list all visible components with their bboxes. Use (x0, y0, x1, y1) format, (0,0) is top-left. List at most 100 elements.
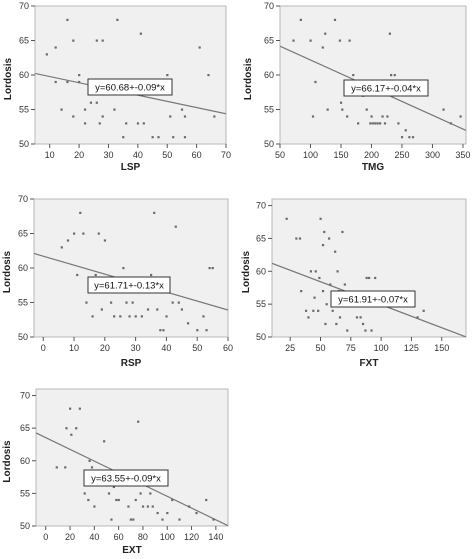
data-point (119, 315, 122, 318)
x-tick-label: 20 (74, 150, 84, 160)
equation-label: y=60.68+-0.09*x (95, 83, 165, 94)
data-point (374, 122, 377, 125)
y-tick-label: 60 (20, 456, 30, 466)
data-point (369, 122, 372, 125)
x-axis-title: RSP (121, 358, 142, 369)
data-point (174, 225, 177, 228)
data-point (312, 309, 315, 312)
x-tick-label: 40 (89, 532, 99, 542)
data-point (172, 136, 175, 139)
data-point (103, 239, 107, 242)
equation-label: y=61.71+-0.13*x (94, 281, 164, 292)
x-tick-label: 50 (162, 150, 172, 160)
x-tick-label: 100 (374, 343, 389, 353)
x-tick-label: 80 (138, 532, 148, 542)
data-point (55, 466, 58, 469)
y-tick-label: 65 (20, 423, 30, 433)
y-tick-label: 55 (264, 105, 274, 115)
data-point (365, 276, 368, 280)
data-point (161, 518, 164, 521)
equation-label: y=63.55+-0.09*x (91, 474, 161, 485)
x-tick-label: 100 (160, 532, 175, 542)
data-point (314, 80, 317, 84)
data-point (171, 301, 174, 304)
data-point (122, 267, 125, 270)
chart-panel-4: 50 55 60 65 70 25 50 75 100 125 150 FXT Lordosis y=61… (241, 198, 467, 369)
data-point (321, 46, 324, 49)
x-tick-label: 10 (45, 150, 55, 160)
data-point (381, 115, 384, 118)
data-point (196, 329, 199, 332)
y-tick-label: 60 (18, 263, 28, 273)
data-point (304, 309, 308, 312)
x-tick-label: 60 (192, 150, 202, 160)
data-point (78, 407, 81, 410)
data-point (326, 108, 329, 111)
data-point (321, 290, 325, 293)
data-point (361, 322, 365, 326)
x-tick-label: 60 (223, 343, 233, 353)
data-point (127, 505, 130, 508)
plot-area (279, 5, 467, 145)
data-point (338, 39, 341, 42)
equation-box (83, 469, 169, 487)
data-point (110, 518, 113, 521)
data-point (151, 505, 154, 508)
plot-area (34, 5, 227, 145)
chart-panel-3: 50 55 60 65 70 0 10 20 30 40 50 60 RSP Lordosis y=61.7… (2, 194, 233, 369)
data-point (88, 459, 91, 462)
data-point (82, 232, 85, 235)
data-point (69, 407, 72, 410)
x-axis-title: FXT (360, 358, 379, 369)
data-point (70, 433, 73, 436)
y-tick-label: 70 (264, 1, 274, 11)
y-tick-label: 65 (18, 229, 28, 239)
data-point (371, 122, 374, 125)
data-point (131, 301, 134, 304)
data-point (335, 322, 338, 326)
data-point (165, 315, 168, 318)
data-point (66, 18, 69, 21)
data-point (94, 273, 97, 277)
data-point (178, 518, 181, 521)
data-point (348, 39, 351, 42)
data-point (97, 232, 100, 235)
data-point (198, 46, 201, 49)
x-tick-label: 100 (303, 150, 318, 160)
data-point (146, 505, 149, 508)
data-point (383, 122, 387, 125)
x-tick-label: 10 (69, 343, 79, 353)
data-point (177, 301, 180, 304)
data-point (416, 316, 419, 319)
data-point (374, 276, 377, 280)
data-point (117, 498, 120, 502)
data-point (313, 296, 316, 299)
data-point (183, 136, 187, 139)
data-point (352, 74, 355, 77)
y-tick-label: 55 (256, 299, 266, 309)
data-point (338, 316, 342, 319)
data-point (149, 492, 152, 495)
y-axis-title: Lordosis (3, 57, 14, 100)
data-point (101, 115, 104, 118)
x-tick-label: 125 (404, 343, 419, 353)
data-point (205, 498, 208, 502)
x-tick-label: 50 (275, 150, 285, 160)
data-point (213, 115, 216, 118)
data-point (134, 315, 137, 318)
data-point (125, 301, 128, 304)
data-point (339, 101, 343, 104)
data-point (83, 108, 87, 111)
equation-box (87, 276, 171, 294)
data-point (298, 237, 302, 240)
data-point (166, 74, 169, 77)
y-tick-label: 50 (20, 521, 30, 531)
x-tick-label: 250 (394, 150, 409, 160)
data-point (65, 427, 68, 430)
data-point (318, 276, 321, 280)
data-point (311, 115, 315, 118)
data-point (87, 498, 90, 502)
data-point (324, 32, 327, 35)
data-point (364, 329, 367, 332)
data-point (195, 511, 198, 515)
